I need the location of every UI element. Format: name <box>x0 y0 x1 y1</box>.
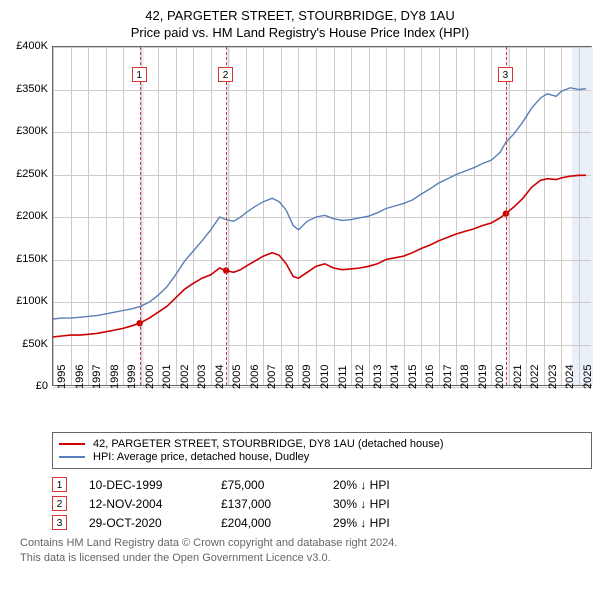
chart-container: 42, PARGETER STREET, STOURBRIDGE, DY8 1A… <box>0 0 600 572</box>
legend-label: 42, PARGETER STREET, STOURBRIDGE, DY8 1A… <box>93 438 444 450</box>
legend-item-hpi: HPI: Average price, detached house, Dudl… <box>59 451 585 463</box>
marker-line <box>140 47 141 385</box>
legend-label: HPI: Average price, detached house, Dudl… <box>93 451 309 463</box>
y-tick-label: £400K <box>16 40 48 52</box>
page-title: 42, PARGETER STREET, STOURBRIDGE, DY8 1A… <box>10 8 590 23</box>
y-tick-label: £100K <box>16 295 48 307</box>
x-tick-label: 2021 <box>512 365 524 389</box>
sales-date: 29-OCT-2020 <box>89 516 199 530</box>
plot-area: 1 2 3 <box>52 46 592 386</box>
marker-box: 2 <box>218 67 233 82</box>
sales-price: £75,000 <box>221 478 311 492</box>
sales-date: 10-DEC-1999 <box>89 478 199 492</box>
y-tick-label: £50K <box>22 338 48 350</box>
footer-line: This data is licensed under the Open Gov… <box>20 551 590 566</box>
x-axis: 1995199619971998199920002001200220032004… <box>52 386 592 426</box>
x-tick-label: 2001 <box>161 365 173 389</box>
sales-table: 1 10-DEC-1999 £75,000 20% ↓ HPI 2 12-NOV-2004… <box>52 477 592 530</box>
x-tick-label: 2014 <box>389 365 401 389</box>
sales-row: 3 29-OCT-2020 £204,000 29% ↓ HPI <box>52 515 592 530</box>
y-tick-label: £200K <box>16 210 48 222</box>
footer: Contains HM Land Registry data © Crown c… <box>20 536 590 566</box>
x-tick-label: 2006 <box>249 365 261 389</box>
sales-date: 12-NOV-2004 <box>89 497 199 511</box>
sales-diff: 20% ↓ HPI <box>333 478 453 492</box>
x-tick-label: 2015 <box>407 365 419 389</box>
x-tick-label: 2010 <box>319 365 331 389</box>
page-subtitle: Price paid vs. HM Land Registry's House … <box>10 25 590 40</box>
x-tick-label: 2008 <box>284 365 296 389</box>
y-tick-label: £150K <box>16 253 48 265</box>
marker-box: 1 <box>132 67 147 82</box>
legend-item-property: 42, PARGETER STREET, STOURBRIDGE, DY8 1A… <box>59 438 585 450</box>
legend: 42, PARGETER STREET, STOURBRIDGE, DY8 1A… <box>52 432 592 469</box>
x-tick-label: 2025 <box>582 365 594 389</box>
marker-line <box>226 47 227 385</box>
x-tick-label: 2022 <box>529 365 541 389</box>
sales-marker-box: 3 <box>52 515 67 530</box>
marker-line <box>506 47 507 385</box>
x-tick-label: 2004 <box>214 365 226 389</box>
x-tick-label: 2018 <box>459 365 471 389</box>
marker-box: 3 <box>498 67 513 82</box>
sales-row: 2 12-NOV-2004 £137,000 30% ↓ HPI <box>52 496 592 511</box>
sales-marker-box: 1 <box>52 477 67 492</box>
sales-price: £204,000 <box>221 516 311 530</box>
x-tick-label: 2013 <box>372 365 384 389</box>
chart-svg <box>53 47 593 387</box>
x-tick-label: 2011 <box>337 365 349 389</box>
x-tick-label: 2012 <box>354 365 366 389</box>
y-axis: £0£50K£100K£150K£200K£250K£300K£350K£400… <box>10 46 52 386</box>
footer-line: Contains HM Land Registry data © Crown c… <box>20 536 590 551</box>
x-tick-label: 1999 <box>126 365 138 389</box>
x-tick-label: 2019 <box>477 365 489 389</box>
x-tick-label: 1996 <box>74 365 86 389</box>
x-tick-label: 2002 <box>179 365 191 389</box>
chart-stage: £0£50K£100K£150K£200K£250K£300K£350K£400… <box>10 46 590 428</box>
y-tick-label: £250K <box>16 168 48 180</box>
y-tick-label: £0 <box>36 380 48 392</box>
legend-swatch <box>59 443 85 445</box>
sales-price: £137,000 <box>221 497 311 511</box>
x-tick-label: 2023 <box>547 365 559 389</box>
x-tick-label: 1997 <box>91 365 103 389</box>
x-tick-label: 2024 <box>564 365 576 389</box>
y-tick-label: £300K <box>16 125 48 137</box>
x-tick-label: 1998 <box>109 365 121 389</box>
sales-diff: 30% ↓ HPI <box>333 497 453 511</box>
sales-diff: 29% ↓ HPI <box>333 516 453 530</box>
x-tick-label: 2016 <box>424 365 436 389</box>
x-tick-label: 1995 <box>56 365 68 389</box>
x-tick-label: 2005 <box>231 365 243 389</box>
sales-marker-box: 2 <box>52 496 67 511</box>
x-tick-label: 2003 <box>196 365 208 389</box>
x-tick-label: 2007 <box>266 365 278 389</box>
x-tick-label: 2000 <box>144 365 156 389</box>
x-tick-label: 2009 <box>301 365 313 389</box>
x-tick-label: 2017 <box>442 365 454 389</box>
y-tick-label: £350K <box>16 83 48 95</box>
sales-row: 1 10-DEC-1999 £75,000 20% ↓ HPI <box>52 477 592 492</box>
x-tick-label: 2020 <box>494 365 506 389</box>
legend-swatch <box>59 456 85 458</box>
